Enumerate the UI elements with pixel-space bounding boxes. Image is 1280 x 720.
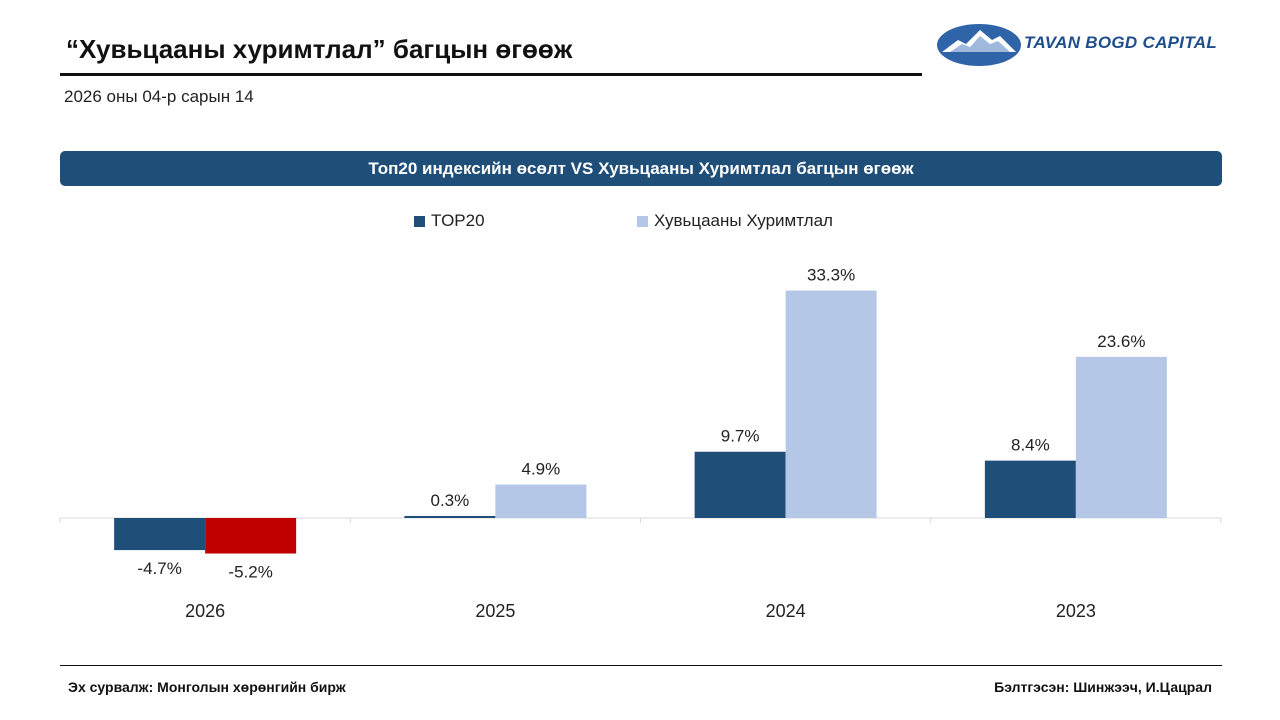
legend-item-top20: TOP20 — [414, 211, 485, 231]
bar-top20-2026 — [114, 518, 206, 551]
bar-хувьцааны-хуримтлал-2023 — [1075, 356, 1167, 518]
chart-title: Топ20 индексийн өсөлт VS Хувьцааны Хурим… — [60, 151, 1222, 186]
x-tick-label: 2026 — [185, 601, 225, 621]
bar-top20-2023 — [984, 460, 1076, 518]
bar-top20-2024 — [694, 451, 786, 518]
legend-label-top20: TOP20 — [431, 211, 485, 230]
data-label: 9.7% — [721, 427, 760, 446]
x-tick-label: 2025 — [475, 601, 515, 621]
data-label: 8.4% — [1011, 436, 1050, 455]
data-label: 33.3% — [807, 266, 855, 285]
legend-swatch-top20 — [414, 215, 425, 227]
data-label: 0.3% — [431, 491, 470, 510]
bar-хувьцааны-хуримтлал-2025 — [495, 484, 587, 518]
page-date: 2026 оны 04-р сарын 14 — [64, 87, 254, 106]
footer-divider — [60, 665, 1222, 666]
data-label: -5.2% — [228, 563, 272, 582]
data-label: 23.6% — [1097, 332, 1145, 351]
footer-source: Эх сурвалж: Монголын хөрөнгийн бирж — [68, 679, 346, 695]
mountain-logo-icon — [937, 24, 1021, 66]
bar-хувьцааны-хуримтлал-2026 — [205, 518, 297, 554]
legend-swatch-accumulation — [637, 215, 648, 227]
chart-legend: TOP20 Хувьцааны Хуримтлал — [0, 211, 1280, 233]
page-title: “Хувьцааны хуримтлал” багцын өгөөж — [66, 34, 573, 64]
data-label: -4.7% — [137, 559, 181, 578]
data-label: 4.9% — [522, 460, 561, 479]
company-logo: TAVAN BOGD CAPITAL — [936, 22, 1226, 68]
x-tick-label: 2024 — [766, 601, 806, 621]
legend-item-accumulation: Хувьцааны Хуримтлал — [637, 211, 833, 231]
bar-хувьцааны-хуримтлал-2024 — [785, 290, 877, 518]
bar-top20-2025 — [404, 515, 496, 518]
logo-text: TAVAN BOGD CAPITAL — [1024, 33, 1218, 52]
x-tick-label: 2023 — [1056, 601, 1096, 621]
title-divider — [60, 73, 922, 76]
legend-label-accumulation: Хувьцааны Хуримтлал — [654, 211, 833, 230]
footer-author: Бэлтгэсэн: Шинжээч, И.Цацрал — [994, 679, 1212, 695]
